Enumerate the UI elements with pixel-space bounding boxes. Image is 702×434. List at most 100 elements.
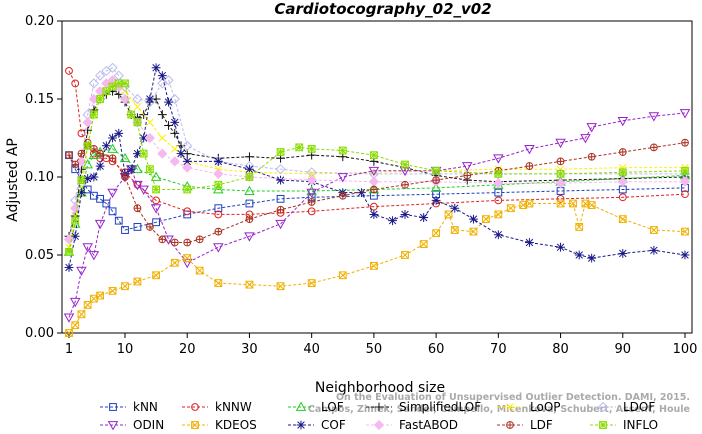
data-point	[679, 109, 691, 119]
data-point	[213, 184, 224, 194]
legend-item-odin: ODIN	[100, 418, 164, 432]
legend-item-kdeos: KDEOS	[182, 418, 257, 432]
data-point	[108, 154, 117, 163]
data-point	[338, 191, 347, 200]
data-point	[150, 171, 162, 181]
data-point	[77, 149, 86, 158]
data-point	[214, 210, 223, 219]
y-tick-label: 0.15	[25, 92, 54, 107]
data-point	[245, 173, 254, 181]
data-point	[157, 148, 168, 159]
data-point	[83, 301, 92, 309]
data-point	[152, 196, 161, 205]
data-point	[432, 166, 441, 175]
data-point	[182, 157, 192, 166]
legend-item-knn: kNN	[100, 400, 158, 414]
x-tick-label: 80	[552, 342, 569, 357]
data-point	[127, 110, 136, 119]
data-point	[556, 169, 565, 178]
data-point	[88, 251, 100, 261]
data-point	[681, 166, 689, 175]
data-point	[444, 210, 453, 219]
data-point	[276, 148, 285, 156]
data-point	[182, 140, 193, 151]
series-line	[68, 82, 686, 252]
data-point	[96, 194, 105, 203]
data-point	[152, 218, 161, 227]
data-point	[82, 117, 93, 128]
data-point	[681, 227, 689, 236]
legend-label: LDOF	[623, 400, 655, 414]
data-point	[338, 146, 347, 155]
data-point	[83, 174, 93, 183]
x-tick-label: 50	[366, 342, 383, 357]
legend-item-inflo: INFLO	[590, 418, 658, 432]
data-point	[469, 227, 478, 236]
data-point	[82, 243, 93, 253]
chart-title: Cardiotocography_02_v02	[274, 0, 491, 18]
legend-label: kNN	[133, 400, 158, 414]
plot-area	[63, 62, 691, 337]
data-point	[494, 210, 503, 219]
data-point	[587, 253, 597, 263]
data-point	[183, 185, 192, 194]
data-point	[556, 199, 565, 208]
data-point	[469, 214, 478, 224]
data-point	[618, 148, 627, 156]
data-point	[183, 254, 192, 263]
data-point	[368, 176, 379, 187]
data-point	[276, 194, 285, 203]
data-point	[152, 185, 161, 194]
data-point	[88, 78, 99, 89]
data-point	[617, 176, 628, 187]
data-point	[170, 118, 180, 127]
data-point	[145, 165, 154, 174]
data-point	[63, 234, 75, 245]
data-point	[77, 310, 86, 319]
legend-item-lof: LOF	[288, 400, 344, 414]
data-point	[556, 157, 565, 166]
legend-item-loop: LoOP	[497, 400, 561, 414]
data-point	[71, 79, 80, 88]
data-point	[171, 145, 179, 153]
data-point	[71, 160, 80, 169]
data-point	[401, 160, 409, 169]
legend-label: LDF	[530, 418, 553, 432]
data-point	[83, 141, 92, 150]
data-point	[276, 205, 285, 214]
data-point	[431, 196, 441, 205]
data-point	[76, 156, 87, 167]
data-point	[121, 282, 129, 291]
series-line	[68, 142, 686, 243]
data-point	[183, 207, 192, 216]
legend-marker	[191, 403, 199, 411]
data-point	[648, 112, 660, 122]
data-point	[139, 133, 149, 143]
data-point	[618, 215, 627, 224]
legend-label: COF	[321, 418, 346, 432]
data-point	[144, 132, 155, 144]
data-point	[146, 118, 154, 127]
data-point	[244, 185, 255, 195]
data-point	[101, 141, 111, 151]
series-line	[68, 202, 686, 334]
y-tick-label: 0.00	[25, 326, 54, 341]
data-point	[245, 199, 254, 208]
series-line	[68, 82, 685, 248]
data-point	[158, 134, 167, 142]
data-point	[481, 215, 490, 224]
data-point	[586, 123, 597, 133]
data-point	[133, 204, 142, 213]
data-point	[276, 175, 285, 185]
data-point	[494, 188, 503, 197]
data-point	[369, 185, 378, 194]
legend-item-simplifiedlof: SimplifiedLOF	[366, 400, 481, 414]
data-point	[357, 188, 366, 197]
data-point	[419, 213, 429, 222]
data-point	[368, 166, 380, 177]
data-point	[556, 242, 565, 252]
data-point	[150, 204, 162, 214]
data-point	[95, 161, 105, 171]
data-point	[133, 118, 142, 127]
